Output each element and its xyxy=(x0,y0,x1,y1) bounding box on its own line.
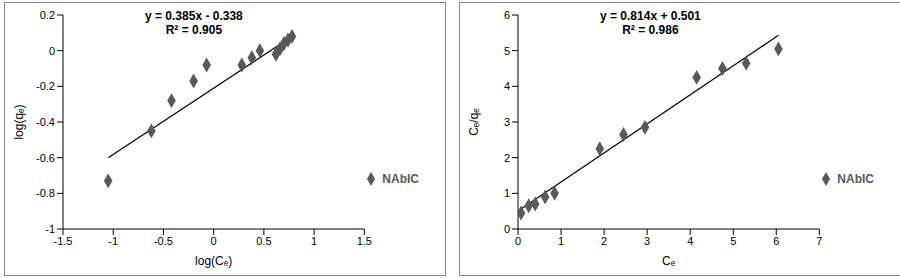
svg-text:4: 4 xyxy=(504,80,510,92)
svg-text:1: 1 xyxy=(558,235,564,247)
html-text:R² = 0.986: R² = 0.986 xyxy=(622,23,679,37)
svg-text:Cₑ/qₑ: Cₑ/qₑ xyxy=(467,108,481,136)
svg-text:0: 0 xyxy=(49,45,55,57)
svg-text:7: 7 xyxy=(816,235,822,247)
html-text:R² = 0.905: R² = 0.905 xyxy=(165,23,223,37)
html-text:NAbIC: NAbIC xyxy=(382,171,419,186)
svg-text:0: 0 xyxy=(211,235,217,247)
svg-text:-0.5: -0.5 xyxy=(154,235,173,247)
svg-text:-1: -1 xyxy=(45,223,55,235)
html-text:y = 0.814x + 0.501: y = 0.814x + 0.501 xyxy=(600,9,701,23)
svg-text:6: 6 xyxy=(773,235,779,247)
svg-text:log(Cₑ): log(Cₑ) xyxy=(195,254,232,268)
svg-text:0: 0 xyxy=(515,235,521,247)
svg-text:6: 6 xyxy=(504,9,510,21)
html-text:NAbIC: NAbIC xyxy=(837,171,874,186)
svg-text:Cₑ: Cₑ xyxy=(662,254,676,268)
svg-text:0: 0 xyxy=(504,223,510,235)
svg-text:3: 3 xyxy=(504,116,510,128)
svg-text:log(qₑ): log(qₑ) xyxy=(12,104,26,139)
svg-text:0.5: 0.5 xyxy=(256,235,271,247)
svg-text:4: 4 xyxy=(687,235,693,247)
svg-text:2: 2 xyxy=(601,235,607,247)
svg-text:2: 2 xyxy=(504,152,510,164)
svg-text:-0.2: -0.2 xyxy=(36,80,55,92)
svg-text:1: 1 xyxy=(504,187,510,199)
svg-text:1: 1 xyxy=(311,235,317,247)
svg-text:1.5: 1.5 xyxy=(357,235,372,247)
html-text:y = 0.385x - 0.338: y = 0.385x - 0.338 xyxy=(145,9,243,23)
svg-text:-1: -1 xyxy=(108,235,118,247)
svg-text:-0.4: -0.4 xyxy=(36,116,55,128)
svg-text:-1.5: -1.5 xyxy=(54,235,73,247)
svg-text:5: 5 xyxy=(730,235,736,247)
svg-text:5: 5 xyxy=(504,45,510,57)
svg-text:0.2: 0.2 xyxy=(40,9,55,21)
svg-text:-0.8: -0.8 xyxy=(36,187,55,199)
svg-text:-0.6: -0.6 xyxy=(36,152,55,164)
svg-text:3: 3 xyxy=(644,235,650,247)
